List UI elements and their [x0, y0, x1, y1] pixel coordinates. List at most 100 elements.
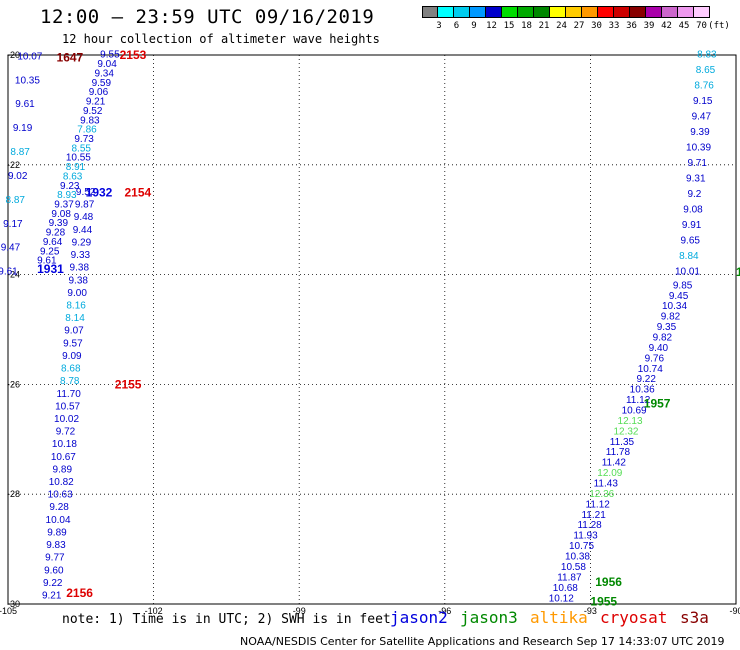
swh-value: 8.93	[57, 190, 77, 201]
colorbar-label: 15	[503, 21, 515, 31]
colorbar-label: 39	[643, 21, 655, 31]
swh-value: 9.07	[64, 326, 84, 337]
swh-value: 9.34	[94, 68, 114, 79]
time-label: 1955	[590, 594, 617, 608]
swh-value: 9.60	[44, 565, 64, 576]
swh-value: 9.31	[686, 174, 706, 185]
swh-value: 10.36	[630, 385, 655, 396]
swh-value: 9.61	[37, 256, 57, 267]
swh-value: 9.83	[46, 540, 66, 551]
swh-value: 10.63	[48, 490, 73, 501]
swh-value: 9.72	[56, 427, 76, 438]
swh-value: 9.76	[645, 353, 665, 364]
colorbar-swatch	[694, 6, 710, 18]
swh-value: 9.61	[15, 99, 35, 110]
swh-value: 11.42	[602, 458, 627, 469]
colorbar-label: 3	[436, 21, 442, 31]
time-label: 2156	[66, 586, 93, 600]
colorbar-label: 21	[538, 21, 550, 31]
colorbar-label: 6	[453, 21, 460, 31]
swh-value: 9.08	[51, 209, 71, 220]
swh-value: 9.2	[687, 189, 701, 200]
page-subtitle: 12 hour collection of altimeter wave hei…	[62, 32, 380, 46]
plot-frame	[7, 54, 737, 605]
swh-value: 11.87	[557, 572, 582, 583]
colorbar-swatch	[470, 6, 486, 18]
time-label: 1956	[595, 575, 622, 589]
swh-value: 8.91	[66, 162, 86, 173]
swh-value: 9.73	[74, 134, 94, 145]
colorbar-swatch	[550, 6, 566, 18]
colorbar-label: 24	[556, 21, 567, 31]
time-label: 2153	[120, 48, 147, 62]
colorbar-swatch	[534, 6, 550, 18]
swh-value: 11.78	[606, 447, 631, 458]
swh-value: 11.21	[581, 510, 606, 521]
swh-value: 9.39	[49, 218, 69, 229]
swh-value: 9.00	[67, 288, 87, 299]
swh-value: 9.89	[47, 527, 67, 538]
swh-value: 9.64	[43, 237, 63, 248]
swh-value: 9.89	[53, 464, 73, 475]
swh-value: 8.68	[61, 364, 81, 375]
swh-value: 10.04	[46, 515, 71, 526]
satellite-jason2: jason2	[390, 608, 448, 627]
x-tick-label: -99	[293, 606, 306, 616]
footer-credit: NOAA/NESDIS Center for Satellite Applica…	[240, 635, 725, 648]
swh-value: 9.17	[3, 219, 23, 230]
swh-value: 11.12	[586, 499, 611, 510]
colorbar-swatch	[614, 6, 630, 18]
swh-value: 9.33	[71, 250, 91, 261]
time-label: 1	[736, 265, 740, 279]
swh-value: 9.25	[40, 246, 60, 257]
swh-value: 10.82	[49, 477, 74, 488]
swh-value: 10.55	[66, 153, 91, 164]
colorbar-swatch	[646, 6, 662, 18]
swh-value: 9.55	[100, 50, 120, 61]
swh-value: 8.14	[65, 313, 85, 324]
colorbar-swatch	[518, 6, 534, 18]
swh-value: 8.76	[694, 81, 714, 92]
swh-value: 8.55	[72, 143, 92, 154]
swh-value: 8.84	[679, 251, 699, 262]
swh-value: 10.34	[662, 301, 687, 312]
colorbar-label: 45	[678, 21, 690, 31]
colorbar-swatch	[662, 6, 678, 18]
time-label: 1647	[57, 51, 84, 65]
satellite-jason3: jason3	[460, 608, 518, 627]
swh-value: 9.40	[649, 343, 669, 354]
swh-value: 9.47	[1, 243, 21, 254]
swh-value: 10.57	[55, 401, 80, 412]
colorbar-swatch	[678, 6, 694, 18]
swh-value: 9.29	[72, 237, 92, 248]
y-tick-label: -26	[7, 379, 20, 389]
colorbar-swatch	[630, 6, 646, 18]
colorbar-swatch	[582, 6, 598, 18]
swh-value: 9.37	[54, 199, 74, 210]
y-tick-label: -24	[7, 270, 20, 280]
swh-value: 9.82	[653, 332, 673, 343]
swh-value: 12.36	[589, 489, 614, 500]
satellite-cryosat: cryosat	[600, 608, 668, 627]
swh-value: 10.07	[17, 51, 42, 62]
swh-value: 8.16	[66, 300, 86, 311]
swh-value: 7.86	[77, 125, 97, 136]
swh-value: 9.77	[45, 553, 65, 564]
swh-value: 9.87	[75, 200, 95, 211]
swh-value: 9.22	[43, 578, 63, 589]
swh-value: 9.38	[70, 263, 90, 274]
x-tick-label: -105	[0, 606, 17, 616]
note-text: note: 1) Time is in UTC; 2) SWH is in fe…	[62, 612, 391, 627]
colorbar-swatch	[598, 6, 614, 18]
colorbar-label: 12	[486, 21, 497, 31]
swh-value: 9.65	[681, 236, 701, 247]
swh-value: 9.82	[661, 312, 681, 323]
swh-value: 9.57	[63, 338, 83, 349]
swh-value: 10.58	[561, 562, 586, 573]
swh-value: 11.43	[594, 479, 619, 490]
colorbar-labels: 3 6 9 12 15 18 21 24 27 30 33 36 39 42 45 70 (ft)	[422, 21, 740, 33]
swh-value: 9.48	[74, 212, 94, 223]
swh-value: 9.71	[687, 158, 707, 169]
y-tick-label: -28	[7, 489, 20, 499]
swh-value: 8.83	[697, 50, 717, 61]
